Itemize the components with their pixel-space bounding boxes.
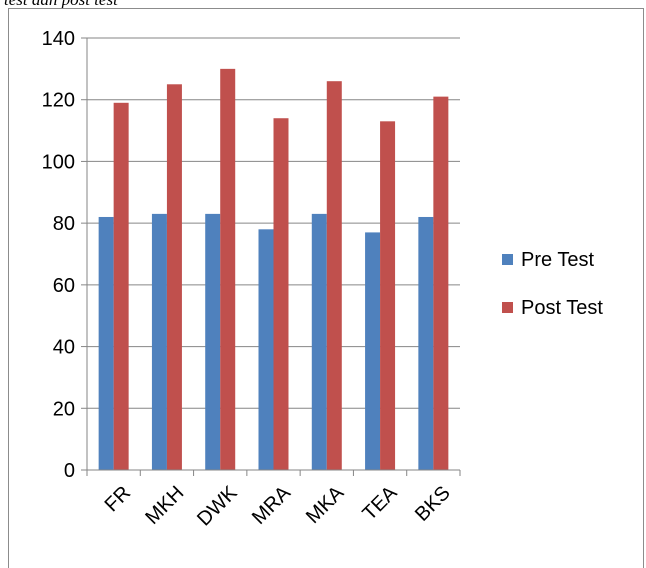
bars [98, 68, 449, 471]
y-tick-label: 20 [53, 398, 75, 420]
x-tick-label-mka: MKA [302, 481, 349, 528]
bar-post-test-dwk [220, 68, 236, 470]
y-tick-label: 0 [64, 460, 75, 482]
legend-label-post-test: Post Test [521, 297, 603, 319]
y-tick-label: 100 [42, 151, 75, 173]
bar-pre-test-fr [98, 216, 114, 470]
figure-caption: test dan post test [4, 0, 118, 10]
x-tick-label-dwk: DWK [193, 481, 242, 530]
y-axis-ticks: 0 20 40 60 80 100 120 140 [42, 28, 87, 482]
bar-pre-test-mkh [151, 213, 167, 470]
bar-pre-test-bks [418, 216, 434, 470]
bar-pre-test-tea [365, 232, 381, 470]
bar-post-test-mkh [166, 84, 182, 471]
legend-swatch-post-test [502, 302, 513, 313]
axes [86, 38, 460, 471]
y-tick-label: 40 [53, 337, 75, 359]
bar-post-test-tea [380, 121, 396, 471]
y-tick-label: 140 [42, 28, 75, 50]
x-tick-label-mra: MRA [248, 481, 295, 528]
x-tick-label-bks: BKS [411, 482, 455, 526]
bar-post-test-fr [113, 102, 129, 471]
x-tick-label-tea: TEA [358, 481, 402, 525]
bar-post-test-bks [433, 96, 449, 470]
legend: Pre Test Post Test [502, 249, 603, 319]
legend-label-pre-test: Pre Test [521, 249, 594, 271]
x-tick-label-mkh: MKH [141, 482, 188, 529]
bar-pre-test-mka [311, 213, 327, 470]
y-tick-label: 60 [53, 275, 75, 297]
bar-post-test-mra [273, 118, 289, 470]
y-tick-label: 120 [42, 90, 75, 112]
x-axis-ticks: FR MKH DWK MRA MKA TEA BKS [86, 470, 461, 530]
bar-post-test-mka [326, 81, 342, 470]
legend-swatch-pre-test [502, 254, 513, 265]
bar-pre-test-mra [258, 229, 274, 470]
y-tick-label: 80 [53, 213, 75, 235]
bar-pre-test-dwk [205, 213, 221, 470]
x-tick-label-fr: FR [101, 482, 135, 516]
